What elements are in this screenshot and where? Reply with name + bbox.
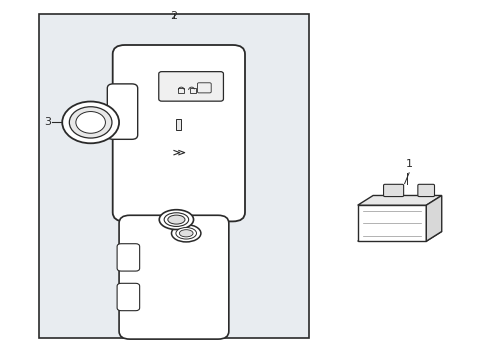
Bar	[39, 14, 309, 338]
Ellipse shape	[159, 210, 194, 230]
FancyBboxPatch shape	[117, 283, 140, 311]
Text: 1: 1	[406, 159, 413, 169]
FancyBboxPatch shape	[107, 84, 138, 139]
Ellipse shape	[172, 225, 201, 242]
Ellipse shape	[176, 228, 196, 239]
Polygon shape	[358, 195, 442, 205]
Ellipse shape	[168, 215, 185, 224]
FancyBboxPatch shape	[418, 184, 435, 197]
Bar	[190, 88, 196, 93]
FancyBboxPatch shape	[159, 72, 223, 101]
FancyBboxPatch shape	[113, 45, 245, 221]
Ellipse shape	[164, 213, 189, 226]
FancyBboxPatch shape	[117, 244, 140, 271]
Bar	[178, 88, 184, 93]
Circle shape	[70, 107, 112, 138]
Polygon shape	[358, 231, 442, 241]
Text: 2: 2	[171, 11, 177, 21]
Polygon shape	[426, 195, 442, 241]
Polygon shape	[358, 205, 426, 241]
FancyBboxPatch shape	[384, 184, 404, 197]
Circle shape	[62, 102, 119, 143]
FancyBboxPatch shape	[119, 215, 229, 339]
Circle shape	[76, 112, 105, 133]
Text: 3: 3	[45, 117, 51, 127]
Ellipse shape	[179, 230, 193, 237]
Bar	[176, 119, 181, 130]
